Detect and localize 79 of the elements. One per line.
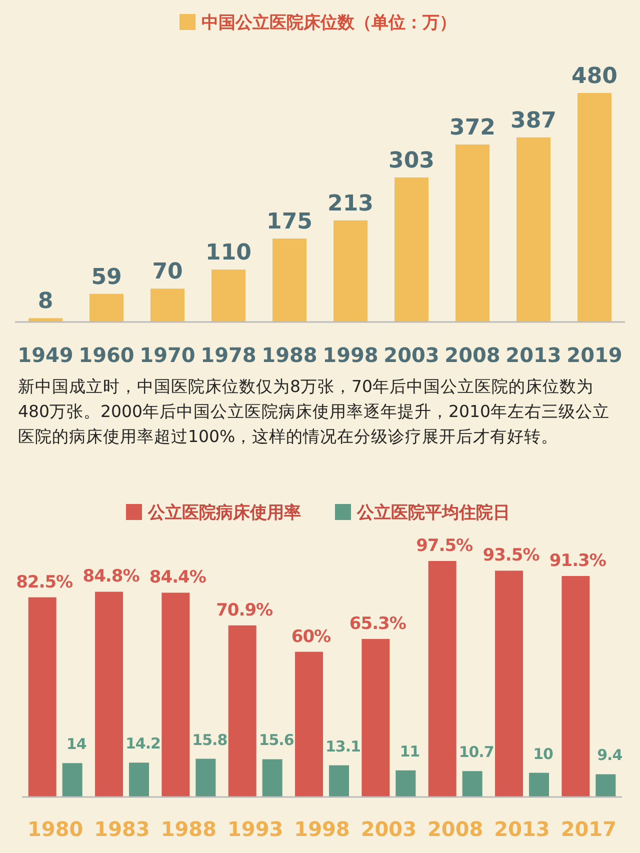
legend: 中国公立医院床位数（单位：万）: [202, 13, 456, 33]
bar: [394, 177, 428, 322]
x-tick-label: 2003: [360, 817, 417, 841]
data-label: 10.7: [458, 743, 494, 762]
data-label: 84.4%: [149, 568, 206, 588]
legend: 公立医院平均住院日: [357, 503, 510, 523]
bar: [578, 93, 612, 322]
x-tick-label: 1998: [322, 343, 378, 367]
x-tick-label: 2008: [444, 343, 500, 367]
x-tick-label: 1978: [200, 343, 256, 367]
x-tick-label: 1993: [227, 817, 284, 841]
bar: [272, 238, 306, 322]
bar: [329, 765, 349, 797]
data-label: 213: [328, 191, 374, 216]
x-tick-label: 1988: [160, 817, 217, 841]
bar: [129, 762, 149, 797]
data-label: 175: [266, 210, 312, 235]
data-label: 15.6: [258, 731, 294, 750]
x-tick-label: 1983: [94, 817, 150, 841]
bar: [596, 774, 616, 797]
bar: [334, 220, 368, 322]
data-label: 84.8%: [82, 566, 140, 587]
x-tick-label: 2003: [384, 343, 440, 367]
bar: [90, 294, 124, 322]
bar: [462, 771, 482, 797]
data-label: 9.4: [597, 746, 622, 764]
data-label: 13.1: [325, 737, 361, 756]
data-label: 91.3%: [549, 551, 606, 572]
bar: [529, 772, 549, 797]
bar: [456, 144, 490, 322]
bar: [196, 758, 216, 797]
legend: 公立医院病床使用率: [148, 503, 301, 523]
data-label: 82.5%: [16, 572, 74, 592]
data-label: 480: [572, 64, 618, 89]
x-tick-label: 2008: [427, 817, 484, 841]
data-label: 10: [533, 744, 553, 763]
x-tick-label: 2017: [560, 817, 617, 841]
bar: [428, 561, 456, 797]
bar: [228, 625, 256, 797]
data-label: 59: [91, 264, 122, 290]
bar: [212, 270, 246, 322]
bar: [295, 652, 323, 797]
x-tick-label: 1980: [27, 817, 84, 841]
data-label: 14: [66, 735, 86, 754]
x-tick-label: 1949: [18, 343, 74, 367]
data-label: 110: [206, 240, 252, 266]
data-label: 60%: [291, 626, 332, 647]
text: 新中国成立时，中国医院床位数仅为8万张，70年后中国公立医院的床位数为480万张。2000年后中国公立医院病床使用率逐年提升，2010年左右三级公立医院的病床使用率超过100%，这样的情况在分级诊疗展开后才有好转。: [18, 376, 610, 448]
bar: [28, 597, 56, 797]
x-tick-label: 2013: [494, 817, 550, 841]
bar: [28, 318, 62, 322]
x-tick-label: 2019: [566, 343, 622, 367]
data-label: 65.3%: [349, 614, 406, 634]
data-label: 14.2: [125, 734, 161, 753]
bar: [262, 759, 282, 797]
data-label: 15.8: [192, 730, 228, 749]
data-label: 303: [388, 148, 434, 174]
data-label: 387: [510, 108, 556, 134]
bar: [95, 592, 123, 797]
data-label: 93.5%: [482, 546, 540, 566]
data-label: 70.9%: [216, 600, 274, 620]
x-tick-label: 1988: [262, 343, 318, 367]
data-label: 8: [38, 289, 54, 314]
x-tick-label: 1998: [294, 817, 350, 841]
bar: [562, 576, 590, 797]
bar: [516, 137, 550, 322]
bar: [162, 592, 190, 797]
data-label: 70: [152, 260, 183, 285]
bar: [396, 770, 416, 797]
bar: [495, 570, 523, 797]
data-label: 372: [450, 116, 496, 141]
data-label: 97.5%: [416, 536, 474, 556]
x-tick-label: 1970: [140, 343, 196, 367]
x-tick-label: 2013: [506, 343, 562, 367]
bar: [62, 763, 82, 797]
bar: [362, 638, 390, 797]
data-label: 11: [400, 742, 420, 760]
bar: [150, 288, 184, 322]
x-tick-label: 1960: [78, 343, 134, 367]
